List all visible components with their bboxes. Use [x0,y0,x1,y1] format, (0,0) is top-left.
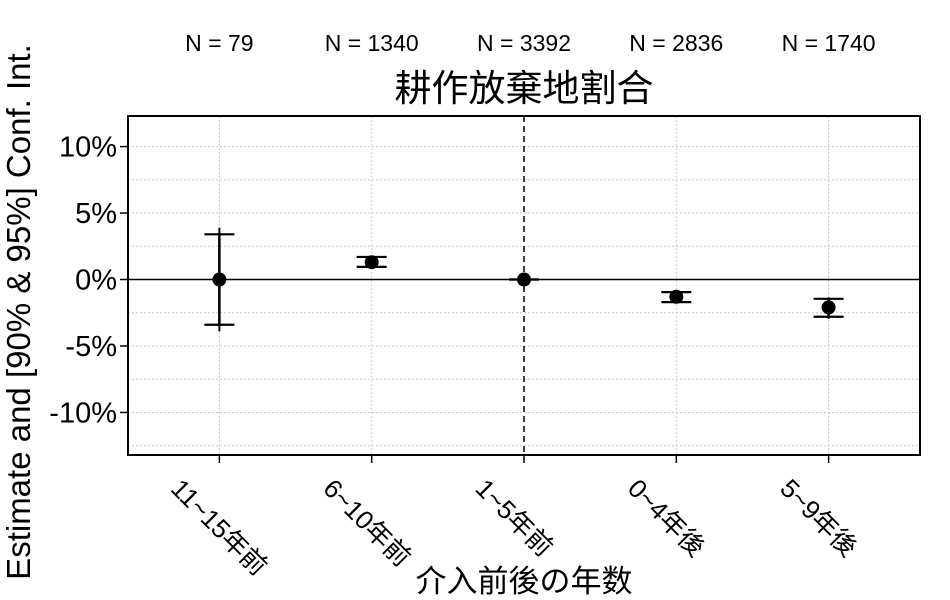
n-label: N = 1740 [782,30,876,56]
y-tick-label: 10% [59,132,117,164]
n-label: N = 79 [185,30,253,56]
x-tick-label: 6~10年前 [317,473,416,572]
plot-layer: 10% 5% 0% -5% -10% 11~15年前 N = 79 6~10年前 N = 134… [49,30,921,581]
estimate-point [212,272,227,287]
x-tick-label: 11~15年前 [165,473,273,581]
estimate-point [364,255,379,270]
chart-title: 耕作放棄地割合 [395,68,654,109]
y-tick-label: -10% [49,397,117,429]
estimate-point [517,272,531,287]
y-tick-label: 5% [75,198,117,230]
n-label: N = 1340 [325,30,419,56]
n-label: N = 3392 [477,30,571,56]
x-axis-label: 介入前後の年数 [416,564,633,599]
y-tick-label: 0% [75,265,117,297]
y-tick-label: -5% [65,331,117,363]
x-tick-label: 5~9年後 [774,473,863,562]
y-axis-label: Estimate and [90% & 95%] Conf. Int. [0,44,37,580]
x-tick-label: 1~5年前 [470,473,559,562]
n-label: N = 2836 [629,30,723,56]
estimate-point [669,289,684,304]
x-tick-label: 0~4年後 [622,473,711,562]
estimate-point [821,300,836,315]
